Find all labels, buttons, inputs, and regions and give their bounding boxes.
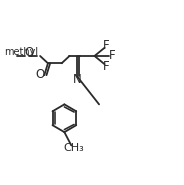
Text: F: F [103,38,110,51]
Text: methyl: methyl [4,47,38,57]
Text: F: F [109,49,115,63]
Text: F: F [103,60,110,73]
Text: O: O [24,46,33,59]
Text: N: N [73,73,82,86]
Text: CH₃: CH₃ [63,143,84,153]
Text: O: O [36,68,45,81]
